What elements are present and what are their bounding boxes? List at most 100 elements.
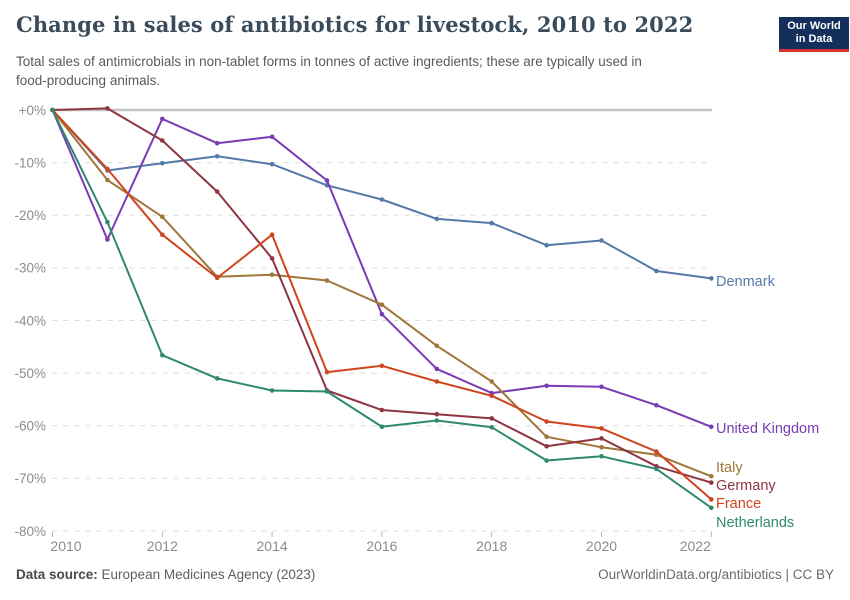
data-point-germany-2011 <box>105 106 110 111</box>
series-line-france[interactable] <box>50 107 714 502</box>
entity-label-france[interactable]: France <box>716 496 761 512</box>
entity-label-united-kingdom[interactable]: United Kingdom <box>716 421 819 437</box>
chart-subtitle: Total sales of antimicrobials in non-tab… <box>16 54 642 88</box>
data-point-denmark-2019 <box>544 242 549 248</box>
data-point-germany-2018 <box>489 416 495 421</box>
data-point-netherlands-2011 <box>105 219 110 225</box>
data-point-denmark-2020 <box>599 238 604 243</box>
owid-logo[interactable]: Our World in Data <box>779 17 849 52</box>
data-point-france-2018 <box>489 393 495 399</box>
data-point-united-kingdom-2021 <box>654 402 659 408</box>
data-point-united-kingdom-2022 <box>709 424 714 430</box>
owid-logo-line2: in Data <box>795 32 833 45</box>
footer-link[interactable]: OurWorldinData.org/antibiotics <box>598 567 782 582</box>
footer-license[interactable]: CC BY <box>792 567 834 582</box>
data-point-denmark-2016 <box>379 197 385 202</box>
owid-logo-line1: Our World <box>787 20 841 32</box>
data-point-france-2016 <box>379 363 385 369</box>
data-point-italy-2018 <box>489 379 495 384</box>
x-tick-label: 2022 <box>680 538 711 554</box>
line-path-united-kingdom <box>51 109 713 428</box>
data-source: Data source: European Medicines Agency (… <box>16 567 315 582</box>
footer-credits: OurWorldinData.org/antibiotics | CC BY <box>598 567 834 582</box>
data-point-united-kingdom-2015 <box>324 178 330 183</box>
data-point-france-2013 <box>214 275 220 281</box>
y-tick-label: -50% <box>14 366 46 381</box>
data-point-united-kingdom-2012 <box>160 116 165 122</box>
data-point-germany-2016 <box>379 407 385 413</box>
data-point-denmark-2018 <box>489 220 495 226</box>
data-source-value: European Medicines Agency (2023) <box>97 567 316 582</box>
data-source-label: Data source: <box>16 567 98 582</box>
y-tick-label: -60% <box>14 419 46 434</box>
entity-label-netherlands[interactable]: Netherlands <box>716 515 794 531</box>
data-point-denmark-2022 <box>709 276 714 281</box>
data-point-united-kingdom-2014 <box>269 134 275 140</box>
x-tick-label: 2014 <box>257 538 288 554</box>
data-point-denmark-2012 <box>160 160 165 166</box>
footer-separator: | <box>781 567 793 582</box>
y-tick-label: -10% <box>14 155 46 170</box>
data-point-netherlands-2018 <box>489 425 495 430</box>
entity-label-italy[interactable]: Italy <box>716 460 743 476</box>
series-line-netherlands[interactable] <box>50 107 714 511</box>
data-point-france-2020 <box>599 426 604 431</box>
data-point-netherlands-2019 <box>544 458 549 463</box>
y-tick-label: -70% <box>14 471 46 486</box>
footer: Data source: European Medicines Agency (… <box>16 567 834 582</box>
data-point-united-kingdom-2011 <box>105 237 110 242</box>
data-point-france-2019 <box>544 419 549 424</box>
data-point-germany-2014 <box>269 256 275 261</box>
data-point-germany-2013 <box>214 189 220 194</box>
y-tick-label: -40% <box>14 313 46 328</box>
entity-label-denmark[interactable]: Denmark <box>716 274 776 290</box>
data-point-germany-2019 <box>544 444 549 449</box>
data-point-netherlands-2013 <box>214 376 220 381</box>
x-tick-label: 2020 <box>586 538 617 554</box>
data-point-italy-2014 <box>269 272 275 278</box>
series-line-united-kingdom[interactable] <box>50 107 714 430</box>
data-point-france-2015 <box>324 369 330 375</box>
data-point-france-2011 <box>105 166 110 172</box>
chart-title: Change in sales of antibiotics for lives… <box>16 12 694 37</box>
entity-label-germany[interactable]: Germany <box>716 478 776 494</box>
data-point-italy-2022 <box>709 474 714 479</box>
data-point-netherlands-2014 <box>269 388 275 393</box>
data-point-italy-2016 <box>379 302 385 308</box>
data-point-germany-2022 <box>709 480 714 485</box>
data-point-united-kingdom-2013 <box>214 140 220 146</box>
data-point-denmark-2017 <box>434 216 440 222</box>
data-point-france-2017 <box>434 379 440 384</box>
data-point-netherlands-2021 <box>654 466 659 472</box>
data-point-denmark-2013 <box>214 154 220 159</box>
data-point-france-2022 <box>709 497 714 502</box>
data-point-netherlands-2012 <box>160 352 165 358</box>
data-point-germany-2012 <box>160 138 165 143</box>
data-point-united-kingdom-2017 <box>434 366 440 372</box>
data-point-italy-2019 <box>544 434 549 440</box>
data-point-france-2014 <box>269 232 275 237</box>
data-point-italy-2011 <box>105 177 110 183</box>
x-tick-label: 2010 <box>50 538 81 554</box>
series-line-italy[interactable] <box>50 107 714 479</box>
data-point-united-kingdom-2019 <box>544 383 549 389</box>
x-tick-label: 2018 <box>476 538 507 554</box>
y-tick-label: -30% <box>14 261 46 276</box>
data-point-netherlands-2010 <box>50 107 55 113</box>
data-point-netherlands-2017 <box>434 418 440 423</box>
line-path-denmark <box>51 109 713 280</box>
y-tick-label: -80% <box>14 524 46 539</box>
data-point-united-kingdom-2016 <box>379 311 385 317</box>
data-point-italy-2015 <box>324 278 330 283</box>
data-point-denmark-2014 <box>269 161 275 167</box>
data-point-netherlands-2022 <box>709 505 714 511</box>
x-tick-label: 2012 <box>147 538 178 554</box>
data-point-italy-2017 <box>434 343 440 349</box>
x-tick-label: 2016 <box>366 538 397 554</box>
y-tick-label: -20% <box>14 208 46 223</box>
data-point-denmark-2021 <box>654 268 659 274</box>
data-point-italy-2020 <box>599 445 604 450</box>
data-point-germany-2017 <box>434 411 440 417</box>
